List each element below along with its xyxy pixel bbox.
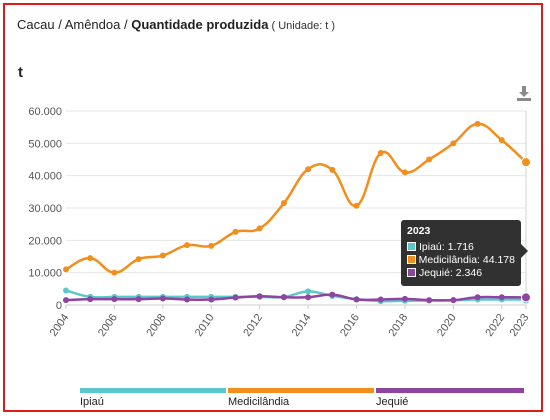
x-tick-label: 2006 <box>96 312 120 339</box>
data-point-jequie <box>353 296 360 303</box>
data-point-medicilandia <box>329 166 336 173</box>
data-point-medicilandia <box>63 266 69 273</box>
data-point-jequie <box>401 295 408 302</box>
legend-bar-ipiau <box>80 388 226 393</box>
tooltip-row-medicilandia: Medicilândia: 44.178 <box>407 253 515 266</box>
tooltip-swatch-jequie <box>407 268 416 277</box>
legend: Ipiaú Medicilândia Jequié <box>80 388 524 410</box>
x-tick-label: 2016 <box>338 312 362 339</box>
data-point-medicilandia <box>521 157 531 168</box>
x-tick-label: 2014 <box>290 312 314 339</box>
tooltip: 2023 Ipiaú: 1.716 Medicilândia: 44.178 J… <box>401 220 528 286</box>
x-tick-label: 2023 <box>508 312 532 339</box>
tooltip-title: 2023 <box>407 225 431 237</box>
breadcrumb-separator: / <box>120 17 132 32</box>
tooltip-arrow <box>521 244 528 258</box>
x-tick-label: 2020 <box>435 312 459 339</box>
tooltip-swatch-ipiau <box>407 242 416 251</box>
data-point-medicilandia <box>498 137 505 144</box>
y-tick-label: 60.000 <box>28 106 62 118</box>
data-point-ipiau <box>305 288 312 295</box>
chart-header: Cacau / Amêndoa / Quantidade produzida (… <box>17 17 335 32</box>
tooltip-swatch-medicilandia <box>407 255 416 264</box>
data-point-jequie <box>521 292 531 303</box>
data-point-jequie <box>87 296 94 303</box>
legend-label-ipiau: Ipiaú <box>80 396 104 408</box>
legend-item-ipiau[interactable]: Ipiaú <box>80 388 226 410</box>
data-point-medicilandia <box>474 120 481 127</box>
legend-item-medicilandia[interactable]: Medicilândia <box>228 388 374 410</box>
y-tick-label: 10.000 <box>28 268 62 280</box>
data-point-jequie <box>256 293 263 300</box>
tooltip-text-jequie: Jequié: 2.346 <box>419 266 483 279</box>
data-point-jequie <box>329 291 336 298</box>
x-tick-label: 2022 <box>483 312 507 339</box>
legend-label-medicilandia: Medicilândia <box>228 396 290 408</box>
breadcrumb-cacau: Cacau <box>17 17 55 32</box>
data-point-jequie <box>135 296 142 303</box>
data-point-medicilandia <box>377 150 384 157</box>
data-point-medicilandia <box>353 202 360 209</box>
x-tick-label: 2010 <box>193 312 217 339</box>
data-point-jequie <box>377 296 384 303</box>
data-point-medicilandia <box>280 200 287 207</box>
y-tick-label: 50.000 <box>28 138 62 150</box>
data-point-jequie <box>450 297 457 304</box>
x-tick-label: 2004 <box>48 312 72 339</box>
data-point-medicilandia <box>450 140 457 147</box>
y-tick-label: 40.000 <box>28 171 62 183</box>
data-point-medicilandia <box>232 228 239 235</box>
data-point-jequie <box>111 296 118 303</box>
unit-note: ( Unidade: t ) <box>268 20 336 32</box>
data-point-jequie <box>159 295 166 302</box>
y-axis-unit-label: t <box>18 64 23 81</box>
legend-label-jequie: Jequié <box>376 396 409 408</box>
breadcrumb-separator: / <box>54 17 65 32</box>
data-point-medicilandia <box>135 256 142 263</box>
data-point-medicilandia <box>401 169 408 176</box>
data-point-medicilandia <box>208 242 215 249</box>
data-point-jequie <box>426 297 433 304</box>
data-point-jequie <box>280 294 287 301</box>
legend-bar-medicilandia <box>228 388 374 393</box>
page-title: Quantidade produzida <box>131 17 269 32</box>
tooltip-text-ipiau: Ipiaú: 1.716 <box>419 240 474 253</box>
y-tick-label: 30.000 <box>28 203 62 215</box>
tooltip-row-jequie: Jequié: 2.346 <box>407 266 515 279</box>
x-tick-label: 2008 <box>144 312 168 339</box>
data-point-jequie <box>305 294 312 301</box>
data-point-medicilandia <box>87 255 94 262</box>
data-point-jequie <box>232 294 239 301</box>
data-point-medicilandia <box>426 156 433 163</box>
breadcrumb-amendoa: Amêndoa <box>64 17 121 32</box>
data-point-jequie <box>208 296 215 303</box>
data-point-medicilandia <box>305 166 312 173</box>
legend-bar-jequie <box>376 388 524 393</box>
y-tick-label: 20.000 <box>28 235 62 247</box>
tooltip-row-ipiau: Ipiaú: 1.716 <box>407 240 515 253</box>
data-point-medicilandia <box>256 225 263 232</box>
data-point-medicilandia <box>111 269 118 276</box>
x-tick-label: 2012 <box>241 312 265 339</box>
legend-item-jequie[interactable]: Jequié <box>376 388 524 410</box>
data-point-jequie <box>474 294 481 301</box>
data-point-jequie <box>498 294 505 301</box>
x-tick-label: 2018 <box>387 312 411 339</box>
download-icon[interactable] <box>515 84 533 102</box>
data-point-jequie <box>63 297 69 304</box>
tooltip-text-medicilandia: Medicilândia: 44.178 <box>418 253 515 266</box>
data-point-medicilandia <box>184 242 191 249</box>
data-point-jequie <box>184 296 191 303</box>
data-point-ipiau <box>63 287 69 294</box>
data-point-medicilandia <box>159 252 166 259</box>
y-tick-label: 0 <box>56 300 62 312</box>
